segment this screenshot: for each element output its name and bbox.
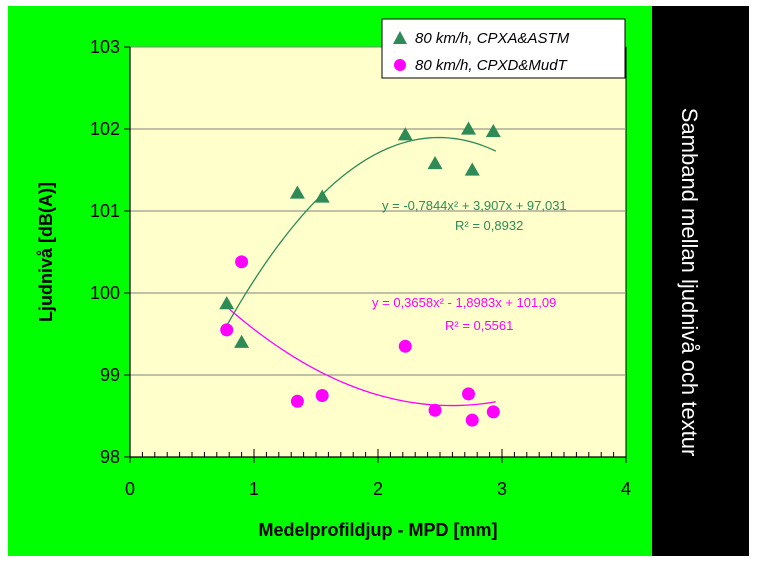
data-point-circle (290, 394, 304, 408)
data-point-circle (428, 403, 442, 417)
trendline-series-2 (226, 306, 496, 407)
data-point-triangle (314, 189, 330, 203)
legend-label-series-1: 80 km/h, CPXA&ASTM (415, 30, 570, 47)
y-tick-label: 99 (100, 365, 120, 385)
trendline-r2-series-2: R² = 0,5561 (445, 318, 513, 333)
x-axis-title: Medelprofildjup - MPD [mm] (259, 520, 498, 540)
y-tick-label: 103 (90, 37, 120, 57)
data-point-triangle (219, 296, 235, 310)
axes (124, 46, 627, 463)
legend-marker-circle (394, 59, 406, 71)
data-point-circle (486, 405, 500, 419)
legend-marker-triangle (393, 31, 407, 44)
data-point-circle (462, 387, 476, 401)
legend-box (381, 18, 626, 79)
data-point-circle (220, 323, 234, 337)
y-tick-label: 98 (100, 447, 120, 467)
data-point-triangle (234, 334, 250, 348)
legend-label-series-2: 80 km/h, CPXD&MudT (415, 57, 569, 74)
data-point-triangle (485, 123, 501, 138)
data-point-circle (465, 413, 479, 427)
tick-labels: 98 99 100 101 102 103 0 1 2 3 4 (90, 37, 631, 499)
x-tick-label: 2 (373, 479, 383, 499)
x-tick-label: 3 (497, 479, 507, 499)
data-point-triangle (397, 127, 413, 141)
data-point-circle (315, 389, 329, 402)
data-point-triangle (464, 162, 480, 176)
y-tick-label: 100 (90, 283, 120, 303)
legend: 80 km/h, CPXA&ASTM 80 km/h, CPXD&MudT (381, 18, 626, 79)
data-point-circle (235, 255, 249, 269)
title-panel (652, 6, 749, 556)
trendlines (226, 136, 497, 407)
data-point-triangle (289, 185, 305, 199)
y-tick-label: 101 (90, 201, 120, 221)
x-tick-label: 4 (621, 479, 631, 499)
y-tick-label: 102 (90, 119, 120, 139)
trendline-equation-series-2: y = 0,3658x² - 1,8983x + 101,09 (372, 295, 556, 310)
data-point-triangle (461, 121, 477, 135)
plot-area (129, 46, 627, 458)
data-points (219, 121, 501, 427)
data-point-circle (398, 339, 412, 353)
chart-title: Samband mellan ljudnivå och textur (677, 108, 702, 457)
trendline-r2-series-1: R² = 0,8932 (455, 218, 523, 233)
x-tick-label: 1 (249, 479, 259, 499)
trendline-series-1 (226, 136, 497, 327)
y-axis-title: Ljudnivå [dB(A)] (36, 182, 56, 322)
x-tick-label: 0 (125, 479, 135, 499)
data-point-triangle (427, 155, 443, 170)
trendline-equation-series-1: y = -0,7844x² + 3,907x + 97,031 (382, 198, 567, 213)
